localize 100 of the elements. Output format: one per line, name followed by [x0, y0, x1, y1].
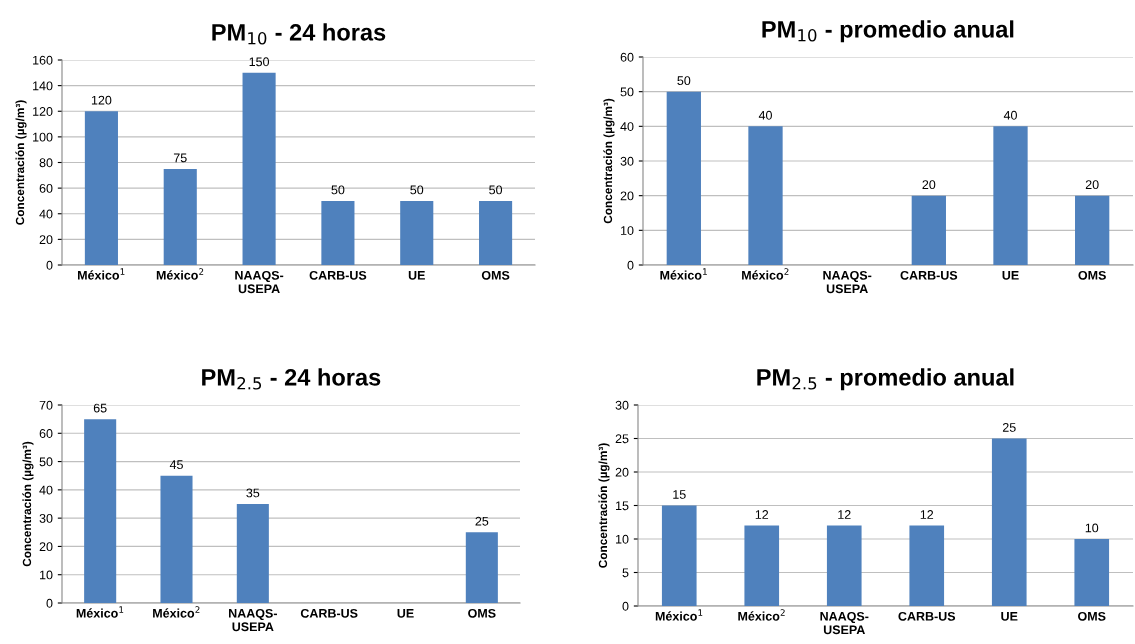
y-tick-label: 0 [627, 260, 634, 270]
y-tick-label: 10 [616, 534, 629, 544]
y-tick-label: 70 [39, 400, 53, 410]
y-tick-label: 80 [39, 158, 53, 168]
data-label: 20 [1085, 180, 1099, 190]
x-tick-label: OMS [481, 270, 510, 280]
bar [400, 200, 434, 265]
data-label: 40 [758, 110, 772, 120]
data-label: 12 [755, 510, 769, 519]
y-tick-label: 60 [39, 429, 53, 438]
bar [993, 126, 1028, 265]
x-tick-label: México$^{1}$ [660, 268, 707, 280]
x-tick-label: UE [1001, 612, 1018, 621]
y-tick-label: 25 [615, 434, 629, 444]
y-tick-label: 30 [39, 513, 53, 523]
data-label: 65 [93, 403, 107, 413]
bar [911, 195, 946, 265]
y-axis-title: Concentración (µg/m³) [598, 443, 610, 568]
bar [242, 72, 276, 265]
data-label: 25 [475, 516, 489, 526]
y-axis-title: Concentración (µg/m³) [15, 100, 27, 225]
y-tick-label: 50 [39, 457, 53, 467]
y-tick-label: 15 [616, 501, 629, 511]
chart-title: PM$_{10}$ - 24 horas [212, 23, 386, 45]
bar [479, 200, 513, 265]
y-axis-title: Concentración (µg/m³) [603, 98, 615, 224]
bar [1074, 539, 1110, 606]
y-tick-label: 0 [46, 598, 53, 608]
bar [1075, 195, 1110, 265]
y-tick-label: 20 [39, 542, 53, 552]
data-label: 35 [246, 488, 260, 498]
y-tick-label: 140 [33, 81, 53, 91]
data-label: 10 [1085, 523, 1099, 533]
x-tick-label: UE [397, 609, 414, 618]
y-tick-label: 20 [39, 235, 53, 245]
bar [321, 200, 355, 265]
bar [236, 504, 269, 603]
y-tick-label: 0 [622, 601, 629, 611]
x-tick-label: UE [408, 271, 425, 280]
chart-title: PM$_{2.5}$ - 24 horas [202, 368, 381, 390]
bar [160, 475, 193, 603]
x-tick-label: NAAQS- USEPA [235, 270, 284, 294]
x-tick-label: OMS [1078, 611, 1106, 621]
y-tick-label: 60 [620, 52, 634, 62]
y-tick-label: 40 [39, 209, 53, 219]
x-tick-label: CARB-US [900, 270, 958, 280]
x-tick-label: México$^{2}$ [156, 268, 204, 280]
bar [465, 532, 498, 603]
bar [826, 525, 862, 606]
x-tick-label: UE [1002, 271, 1019, 280]
data-label: 12 [838, 510, 851, 519]
x-tick-label: NAAQS- USEPA [823, 270, 872, 294]
x-tick-label: México$^{2}$ [738, 609, 785, 621]
y-tick-label: 100 [33, 132, 53, 142]
data-label: 50 [331, 185, 345, 195]
x-tick-label: CARB-US [309, 270, 367, 280]
y-tick-label: 50 [620, 87, 634, 97]
data-label: 25 [1002, 423, 1016, 432]
y-tick-label: 40 [620, 122, 634, 131]
data-label: 40 [1003, 110, 1017, 120]
y-tick-label: 20 [620, 191, 634, 201]
y-tick-label: 10 [40, 570, 53, 580]
chart-title: PM$_{10}$ - promedio anual [762, 20, 1014, 43]
x-tick-label: OMS [468, 608, 496, 618]
bar [744, 525, 780, 606]
x-tick-label: México$^{2}$ [153, 606, 200, 618]
y-tick-label: 160 [33, 55, 53, 65]
data-label: 15 [673, 490, 686, 499]
x-tick-label: OMS [1078, 270, 1106, 280]
bar [84, 419, 117, 603]
y-tick-label: 5 [622, 568, 629, 578]
x-tick-label: CARB-US [898, 611, 956, 621]
data-label: 75 [173, 153, 187, 163]
x-tick-label: CARB-US [300, 608, 358, 618]
data-label: 50 [489, 185, 503, 195]
bar [661, 505, 697, 606]
bar [909, 525, 945, 606]
x-tick-label: México$^{1}$ [76, 606, 124, 618]
x-tick-label: México$^{1}$ [655, 609, 703, 621]
bar [666, 91, 701, 265]
y-tick-label: 60 [39, 183, 53, 193]
y-tick-label: 30 [615, 400, 629, 410]
chart-title: PM$_{2.5}$ - promedio anual [757, 368, 1014, 391]
x-tick-label: NAAQS- USEPA [229, 608, 277, 632]
data-label: 120 [91, 95, 112, 105]
data-label: 50 [677, 76, 691, 86]
x-tick-label: México$^{1}$ [78, 268, 125, 280]
y-axis-title: Concentración (µg/m³) [22, 441, 34, 567]
y-tick-label: 20 [615, 467, 629, 477]
data-label: 12 [920, 510, 934, 519]
y-tick-label: 10 [621, 226, 634, 235]
data-label: 50 [410, 185, 424, 195]
bar [163, 168, 197, 265]
data-label: 45 [169, 460, 183, 470]
x-tick-label: NAAQS- USEPA [820, 611, 869, 635]
bar [84, 111, 118, 265]
data-label: 20 [922, 180, 936, 190]
y-tick-label: 0 [46, 260, 53, 270]
y-tick-label: 40 [39, 485, 53, 495]
bar [748, 126, 783, 265]
